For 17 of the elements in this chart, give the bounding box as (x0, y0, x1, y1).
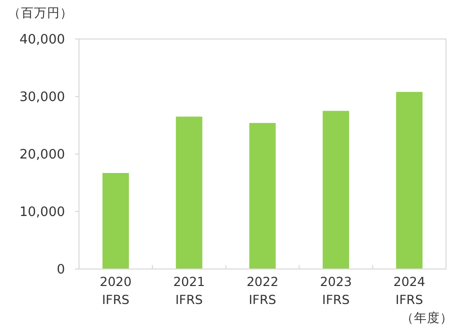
x-tick-label: 2024 IFRS (393, 274, 426, 307)
y-tick-label: 10,000 (20, 205, 65, 220)
x-tick-label: 2022 IFRS (246, 274, 278, 307)
bar (176, 116, 202, 269)
y-tick-label: 20,000 (20, 148, 65, 162)
x-tick-label: 2021 IFRS (173, 274, 206, 307)
bar (249, 122, 276, 269)
x-tick-label: 2023 IFRS (320, 274, 352, 307)
bar (102, 172, 129, 269)
y-tick-label: 40,000 (20, 32, 65, 48)
x-axis-title: （年度） (401, 310, 453, 325)
bar (322, 110, 350, 269)
y-tick-label: 30,000 (20, 90, 65, 105)
x-tick-label: 2020 IFRS (100, 274, 132, 307)
bar (396, 92, 423, 269)
y-axis-title: （百万円） (8, 5, 73, 20)
y-tick-label: 0 (56, 262, 65, 278)
